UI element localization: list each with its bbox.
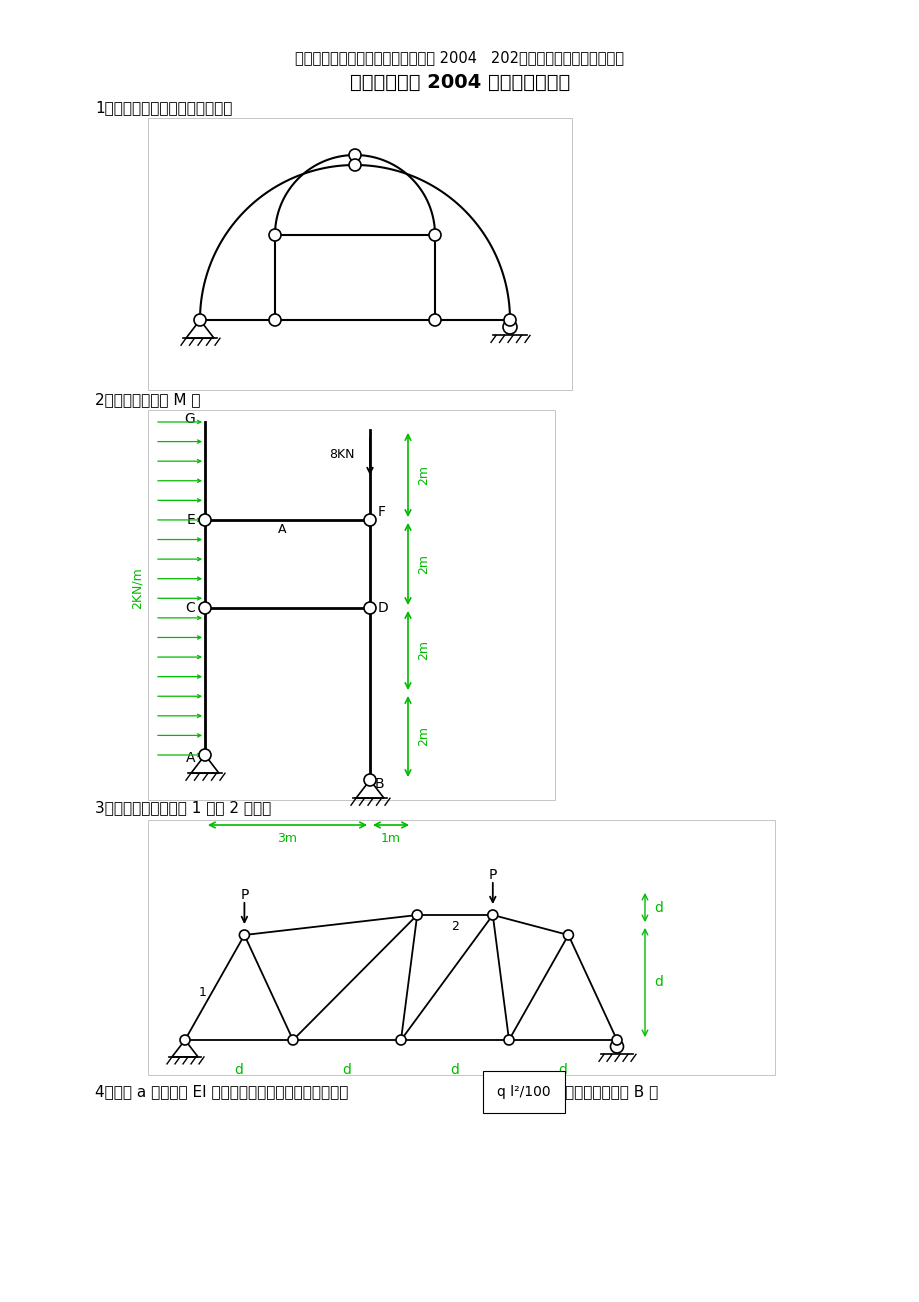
Text: 2m: 2m — [416, 553, 429, 574]
Text: d: d — [653, 901, 663, 914]
Text: G: G — [184, 411, 195, 426]
Text: C: C — [185, 602, 195, 615]
Text: 长沙理工高校 2004 年构造力学真题: 长沙理工高校 2004 年构造力学真题 — [349, 73, 570, 91]
Circle shape — [610, 1040, 623, 1053]
Text: d: d — [558, 1062, 567, 1077]
Text: d: d — [342, 1062, 351, 1077]
Text: 2，作图标构造的 M 图: 2，作图标构造的 M 图 — [95, 392, 200, 408]
Circle shape — [199, 749, 210, 760]
Circle shape — [348, 148, 360, 161]
Text: 1m: 1m — [380, 832, 401, 845]
Text: P: P — [240, 888, 248, 902]
Text: 3，求图标桁架构造杆 1 和杆 2 的轴力: 3，求图标桁架构造杆 1 和杆 2 的轴力 — [95, 801, 271, 815]
Bar — [148, 410, 554, 799]
Circle shape — [503, 320, 516, 335]
Text: 3m: 3m — [278, 832, 297, 845]
Text: d: d — [234, 1062, 244, 1077]
Polygon shape — [191, 755, 219, 773]
Text: A: A — [186, 751, 195, 766]
Circle shape — [199, 602, 210, 615]
Circle shape — [239, 930, 249, 940]
Circle shape — [199, 514, 210, 526]
Circle shape — [180, 1035, 190, 1046]
Text: E: E — [186, 513, 195, 527]
Circle shape — [504, 1035, 514, 1046]
Text: ）据此计算截面 B 和: ）据此计算截面 B 和 — [564, 1085, 657, 1099]
Text: 2KN/m: 2KN/m — [130, 568, 143, 609]
Text: 1，对图标构造进展几何构造分析: 1，对图标构造进展几何构造分析 — [95, 100, 233, 116]
Text: d: d — [450, 1062, 459, 1077]
Circle shape — [268, 229, 280, 241]
Circle shape — [412, 910, 422, 921]
Circle shape — [364, 602, 376, 615]
Text: 2m: 2m — [416, 641, 429, 660]
Bar — [148, 820, 774, 1075]
Text: 4，如图 a 所示构造 EI 为常数，其弯矩图（弯矩在均乘以: 4，如图 a 所示构造 EI 为常数，其弯矩图（弯矩在均乘以 — [95, 1085, 348, 1099]
Circle shape — [288, 1035, 298, 1046]
Polygon shape — [186, 320, 214, 339]
Circle shape — [487, 910, 497, 921]
Polygon shape — [172, 1040, 198, 1057]
Text: 1: 1 — [199, 986, 207, 999]
Text: q l²/100: q l²/100 — [496, 1085, 550, 1099]
Text: 8KN: 8KN — [329, 448, 355, 461]
Text: d: d — [653, 975, 663, 990]
Text: 2m: 2m — [416, 727, 429, 746]
Text: B: B — [375, 777, 384, 792]
Text: A: A — [278, 523, 287, 536]
Circle shape — [348, 159, 360, 171]
Circle shape — [364, 773, 376, 786]
Text: D: D — [378, 602, 389, 615]
Text: F: F — [378, 505, 386, 519]
Circle shape — [428, 229, 440, 241]
Circle shape — [364, 514, 376, 526]
Circle shape — [611, 1035, 621, 1046]
Bar — [148, 118, 572, 391]
Circle shape — [268, 314, 280, 326]
Text: 探讨生入学考试：长沙理工构造力学 2004   202真题和答案之（真题局部）: 探讨生入学考试：长沙理工构造力学 2004 202真题和答案之（真题局部） — [295, 51, 624, 65]
Text: 2: 2 — [450, 921, 459, 934]
Circle shape — [562, 930, 573, 940]
Circle shape — [504, 314, 516, 326]
Polygon shape — [356, 780, 383, 798]
Circle shape — [395, 1035, 405, 1046]
Text: P: P — [488, 868, 496, 881]
Circle shape — [428, 314, 440, 326]
Circle shape — [194, 314, 206, 326]
Text: 2m: 2m — [416, 465, 429, 486]
